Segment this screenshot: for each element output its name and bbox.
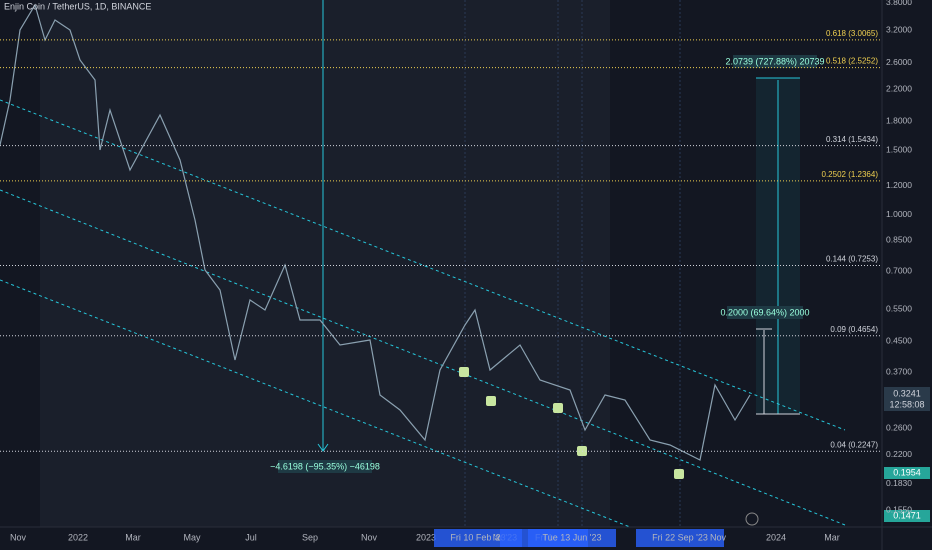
label-box: [278, 460, 372, 473]
price-tick: 0.4500: [886, 335, 912, 345]
price-badge-text: 0.1954: [893, 467, 921, 477]
price-badge: [884, 467, 930, 479]
price-badge-text: 0.1471: [893, 510, 921, 520]
arrow-head: [317, 443, 329, 452]
time-tick: Nov: [361, 532, 378, 542]
time-tick: 2023: [416, 532, 436, 542]
time-tick: Mar: [125, 532, 141, 542]
time-tick: May: [183, 532, 201, 542]
measure-label: 2.0739 (727.88%) 20739: [725, 56, 824, 66]
time-tick: Sep: [302, 532, 318, 542]
price-tick: 1.8000: [886, 116, 912, 126]
fib-label: 0.09 (0.4654): [830, 325, 878, 334]
shaded-range: [40, 0, 610, 527]
time-tick: Jul: [245, 532, 257, 542]
time-tick: Tue 13 Jun '23: [543, 532, 602, 542]
price-tick: 1.2000: [886, 180, 912, 190]
time-tick: 2024: [766, 532, 786, 542]
price-tick: 2.2000: [886, 84, 912, 94]
time-tick: Mar: [824, 532, 840, 542]
time-tick: Fri 10 Feb '23: [450, 532, 505, 542]
fib-label: 0.314 (1.5434): [826, 135, 878, 144]
time-tick: 2022: [68, 532, 88, 542]
measure-label: −4.6198 (−95.35%) −46198: [270, 461, 380, 471]
price-tick: 0.5500: [886, 304, 912, 314]
last-price-badge: [884, 387, 930, 411]
price-tick: 3.8000: [886, 0, 912, 7]
price-badge: [884, 510, 930, 522]
measure-label: 0.2000 (69.64%) 2000: [720, 307, 809, 317]
countdown: 12:58:08: [889, 399, 924, 409]
price-tick: 0.2600: [886, 422, 912, 432]
time-highlight: [636, 529, 724, 547]
channel-lines: [0, 99, 846, 528]
price-line: [0, 3, 751, 461]
price-tick: 0.2200: [886, 449, 912, 459]
price-tick: 2.6000: [886, 57, 912, 67]
symbol-title: Enjin Coin / TetherUS, 1D, BINANCE: [4, 1, 151, 11]
price-tick: 3.2000: [886, 24, 912, 34]
check-markers: [459, 367, 684, 479]
fib-label: 0.04 (0.2247): [830, 440, 878, 449]
price-tick: 0.1830: [886, 478, 912, 488]
time-tick: Nov: [10, 532, 27, 542]
price-tick: 0.3700: [886, 366, 912, 376]
price-tick: 1.0000: [886, 209, 912, 219]
last-price: 0.3241: [893, 388, 921, 398]
price-tick: 1.5000: [886, 144, 912, 154]
price-tick: 0.8500: [886, 235, 912, 245]
fib-label: 0.2502 (1.2364): [822, 170, 879, 179]
fib-label: 0.618 (3.0065): [826, 29, 878, 38]
price-tick: 0.1550: [886, 504, 912, 514]
time-tick: Nov: [710, 532, 727, 542]
replay-icon[interactable]: [745, 512, 759, 526]
time-tick: Fri 22 Sep '23: [652, 532, 708, 542]
price-tick: 0.7000: [886, 265, 912, 275]
fib-label: 0.518 (2.5252): [826, 57, 878, 66]
label-box: [727, 306, 803, 319]
price-axis: [882, 0, 932, 550]
time-highlight: [528, 529, 616, 547]
label-box: [733, 55, 817, 68]
fib-label: 0.144 (0.7253): [826, 255, 878, 264]
